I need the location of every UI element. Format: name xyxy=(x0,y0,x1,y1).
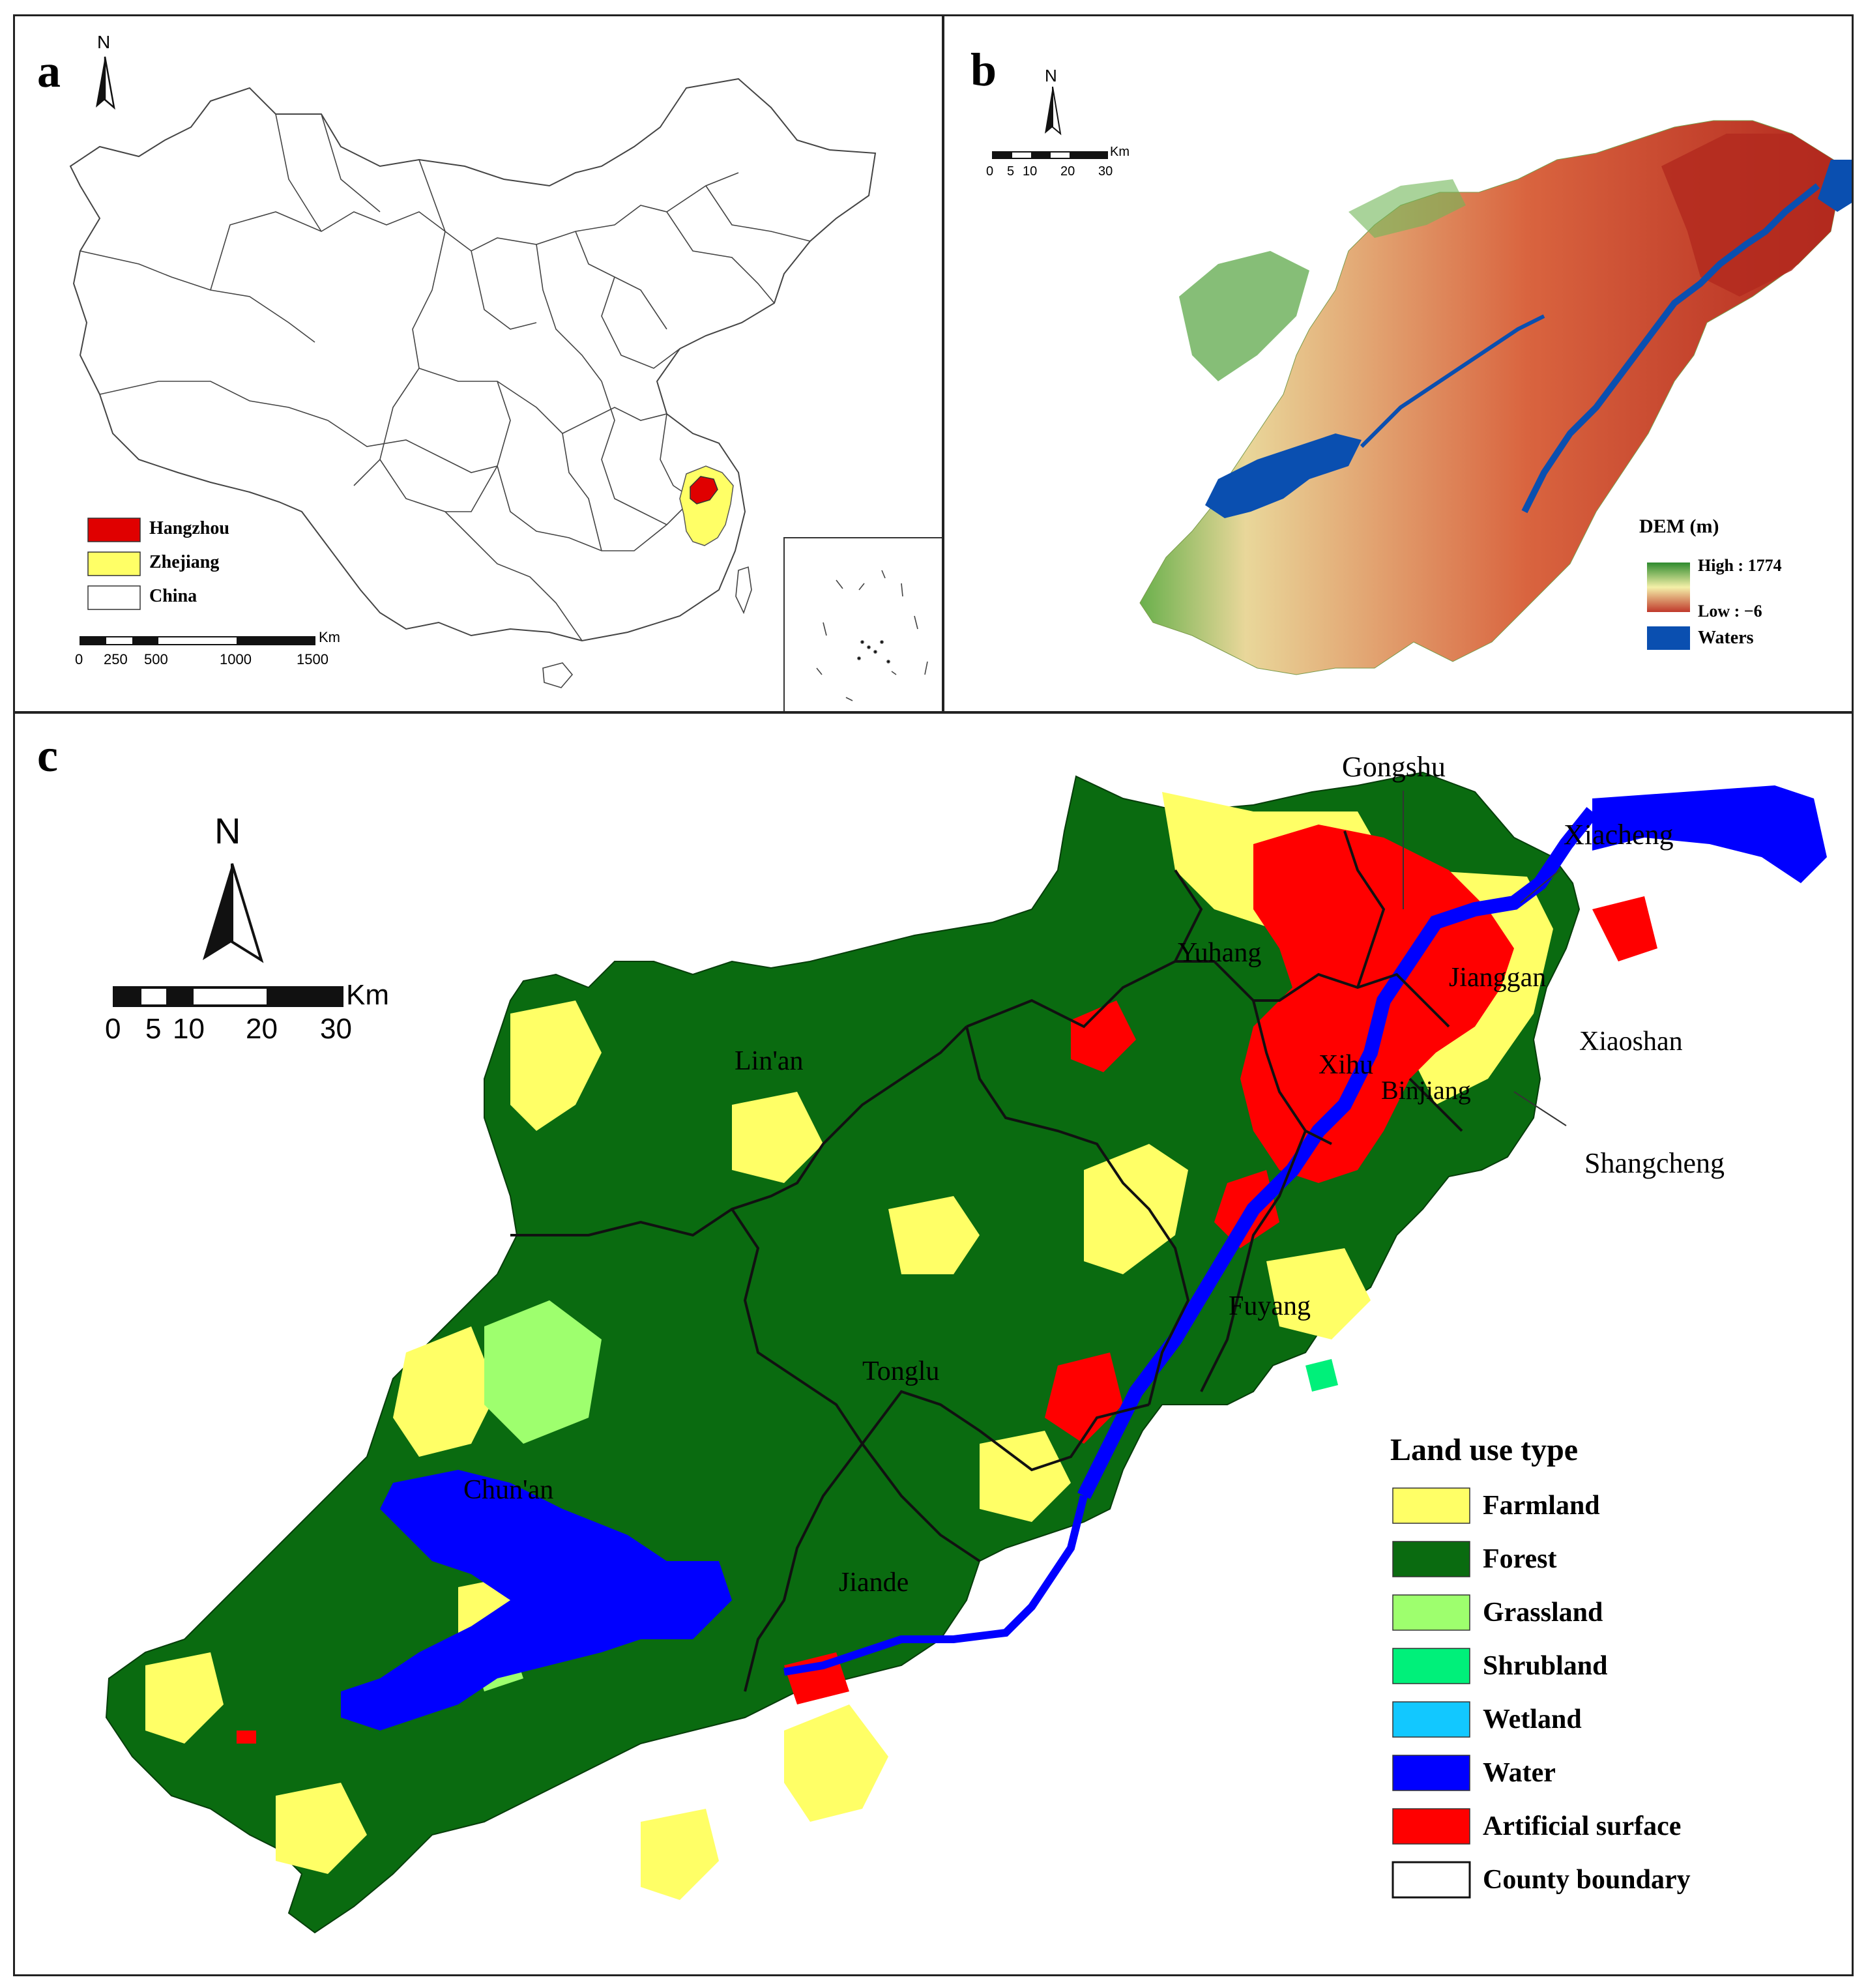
panel-b-scale-tick: 30 xyxy=(1098,164,1113,179)
panel-b-dem-map: b N xyxy=(942,14,1854,713)
dem-highland-north xyxy=(1348,179,1466,238)
land-use-legend-title: Land use type xyxy=(1390,1433,1579,1467)
panel-c-map-svg xyxy=(105,771,1827,1934)
panel-a-label: a xyxy=(37,45,61,97)
qiantang-estuary xyxy=(1818,160,1852,212)
legend-swatch-hangzhou xyxy=(87,518,141,542)
district-label-binjiang: Binjiang xyxy=(1381,1075,1471,1105)
panel-b-scale-tick: 0 xyxy=(986,164,994,179)
dem-lowland-east xyxy=(1661,134,1844,297)
legend-label-china: China xyxy=(149,586,197,606)
legend-label-forest: Forest xyxy=(1483,1544,1557,1574)
district-label-linan: Lin'an xyxy=(735,1046,804,1076)
legend-swatch-china xyxy=(87,585,141,610)
panel-c-scale-tick: 5 xyxy=(145,1013,162,1045)
panel-c-scale-tick: 0 xyxy=(105,1013,121,1045)
qiandao-lake xyxy=(341,1470,732,1731)
legend-label-shrubland: Shrubland xyxy=(1483,1651,1608,1681)
china-outline xyxy=(69,78,877,642)
panel-b-map-svg xyxy=(992,86,1852,675)
district-label-yuhang: Yuhang xyxy=(1178,938,1262,968)
south-china-sea-inset xyxy=(783,537,942,711)
qiantang-estuary xyxy=(1592,785,1827,883)
legend-label-water: Water xyxy=(1483,1758,1556,1788)
inset-islands xyxy=(816,570,928,701)
panel-c-land-use-map: c N xyxy=(13,712,1854,1976)
dem-legend-waters-swatch xyxy=(1647,626,1690,650)
district-label-tonglu: Tonglu xyxy=(862,1356,940,1386)
province-boundaries xyxy=(80,113,811,641)
panel-b-north-letter: N xyxy=(1045,66,1057,85)
panel-b-scale-tick: 20 xyxy=(1060,164,1075,179)
legend-label-wetland: Wetland xyxy=(1483,1704,1582,1734)
north-arrow-icon xyxy=(203,863,264,963)
legend-swatch-zhejiang xyxy=(87,551,141,576)
district-label-jiande: Jiande xyxy=(839,1568,909,1598)
north-arrow-icon xyxy=(1045,86,1062,136)
panel-a-scale-unit: Km xyxy=(319,629,340,645)
district-label-gongshu: Gongshu xyxy=(1342,751,1446,783)
taiwan-island xyxy=(735,566,752,615)
dem-legend-low: Low : −6 xyxy=(1698,602,1762,621)
panel-a-scale-tick: 250 xyxy=(104,651,128,667)
panel-a-scale-tick: 1500 xyxy=(297,651,328,667)
legend-label-hangzhou: Hangzhou xyxy=(149,518,229,538)
district-label-fuyang: Fuyang xyxy=(1229,1291,1311,1321)
legend-label-zhejiang: Zhejiang xyxy=(149,552,220,572)
county-boundaries xyxy=(510,830,1463,1692)
panel-c-scale-tick: 10 xyxy=(173,1013,205,1045)
grassland-patch xyxy=(484,1300,602,1444)
panel-b-scale-tick: 10 xyxy=(1023,164,1038,179)
fuchun-river xyxy=(783,1495,1088,1676)
north-arrow-icon xyxy=(96,56,115,110)
qiantang-river xyxy=(1077,807,1598,1499)
panel-b-label: b xyxy=(970,44,997,96)
panel-c-north-letter: N xyxy=(214,810,241,851)
panel-a-china-location-map: a N xyxy=(13,14,944,713)
panel-c-scale-tick: 20 xyxy=(246,1013,278,1045)
legend-label-county-boundary: County boundary xyxy=(1483,1865,1691,1895)
upper-river xyxy=(1360,314,1545,448)
hainan-island xyxy=(542,662,574,688)
shrubland-patch xyxy=(1305,1359,1338,1392)
panel-c-label: c xyxy=(37,729,58,782)
panel-a-scale-tick: 500 xyxy=(144,651,168,667)
panel-a-north-letter: N xyxy=(97,32,111,52)
land-use-legend-swatches xyxy=(1392,1487,1471,1899)
district-label-chunan: Chun'an xyxy=(463,1475,554,1505)
panel-a-scale-tick: 0 xyxy=(75,651,83,667)
legend-label-artificial-surface: Artificial surface xyxy=(1483,1811,1682,1841)
dem-legend-high: High : 1774 xyxy=(1698,556,1782,575)
legend-label-farmland: Farmland xyxy=(1483,1491,1600,1521)
panel-c-scale-tick: 30 xyxy=(320,1013,352,1045)
district-label-shangcheng: Shangcheng xyxy=(1584,1147,1725,1179)
district-label-xiaoshan: Xiaoshan xyxy=(1579,1027,1683,1057)
dem-legend-title: DEM (m) xyxy=(1639,516,1719,537)
hangzhou-polygon xyxy=(690,476,718,504)
dem-highland-northwest xyxy=(1179,251,1309,381)
district-label-xihu: Xihu xyxy=(1319,1050,1373,1080)
dem-legend-gradient xyxy=(1647,563,1690,612)
panel-b-scale-bar xyxy=(992,151,1108,159)
panel-b-scale-unit: Km xyxy=(1110,145,1130,159)
panel-c-scale-bar xyxy=(113,986,343,1007)
district-label-jianggan: Jianggan xyxy=(1449,963,1547,993)
panel-a-scale-bar xyxy=(80,636,315,645)
panel-a-map-svg xyxy=(69,56,942,711)
legend-label-grassland: Grassland xyxy=(1483,1598,1603,1628)
panel-b-scale-tick: 5 xyxy=(1007,164,1015,179)
qiandao-lake xyxy=(1205,433,1362,518)
panel-c-scale-unit: Km xyxy=(346,979,389,1011)
leader-lines xyxy=(1403,791,1567,1126)
qiantang-river xyxy=(1521,183,1820,514)
district-label-xiacheng: Xiacheng xyxy=(1564,819,1674,851)
dem-legend-waters: Waters xyxy=(1698,628,1754,648)
dem-region xyxy=(1139,120,1844,675)
panel-a-scale-tick: 1000 xyxy=(220,651,252,667)
